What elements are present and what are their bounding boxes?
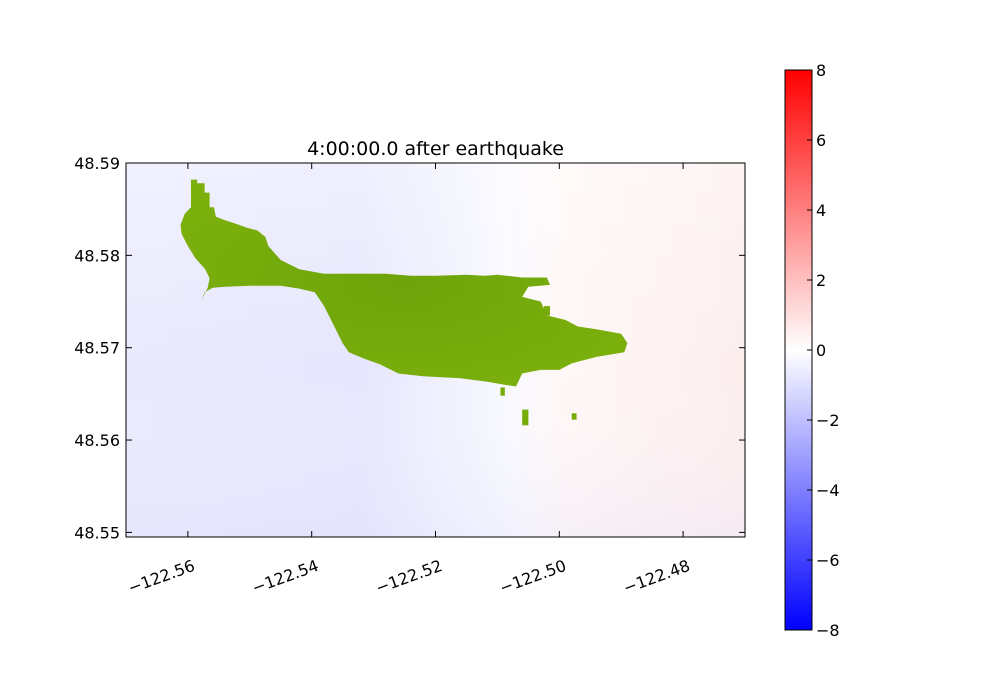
y-tick-label: 48.57 [74,339,120,358]
x-tick-label: −122.52 [373,556,445,598]
colorbar-tick-label: 2 [816,271,826,290]
x-tick-label: −122.48 [621,556,693,598]
x-tick-label: −122.56 [126,556,198,598]
y-tick-label: 48.59 [74,154,120,173]
x-tick-label: −122.54 [249,556,321,598]
colorbar: −8 −6 −4 −2 0 2 4 6 8 [784,61,840,640]
land-islet-1 [522,409,529,426]
plot-area: −122.56 −122.54 −122.52 −122.50 −122.48 48.5… [74,138,746,598]
colorbar-tick-label: −4 [816,481,840,500]
land-layer [180,179,628,426]
colorbar-tick-label: 0 [816,341,826,360]
colorbar-tick-label: 8 [816,61,826,80]
colorbar-ticks: −8 −6 −4 −2 0 2 4 6 8 [807,61,840,640]
y-tick-label: 48.55 [74,523,120,542]
colorbar-tick-label: 6 [816,131,826,150]
land-island [180,179,628,387]
colorbar-tick-label: −2 [816,411,840,430]
colorbar-tick-label: −6 [816,551,840,570]
y-axis: 48.55 48.56 48.57 48.58 48.59 [74,154,745,542]
y-tick-label: 48.56 [74,431,120,450]
colorbar-tick-label: 4 [816,201,826,220]
x-tick-label: −122.50 [497,556,569,598]
y-tick-label: 48.58 [74,246,120,265]
colorbar-tick-label: −8 [816,621,840,640]
chart-title: 4:00:00.0 after earthquake [307,138,564,160]
land-islet-2 [571,413,577,420]
land-islet-4 [500,387,505,396]
land-islet-3 [543,306,550,316]
